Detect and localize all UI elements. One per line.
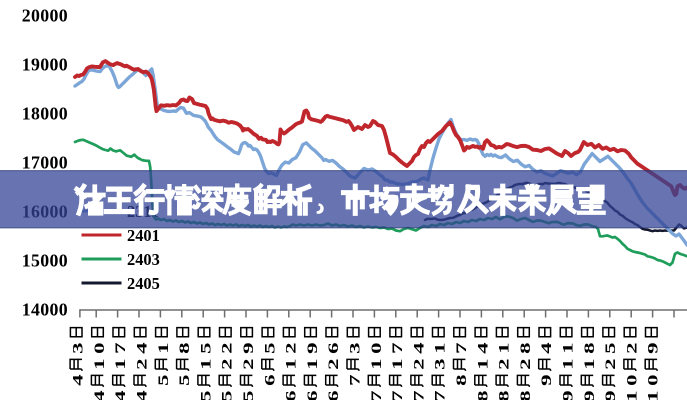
- svg-text:1: 1: [113, 359, 129, 370]
- svg-text:6: 6: [304, 390, 320, 400]
- svg-text:1: 1: [390, 359, 406, 370]
- svg-text:5: 5: [198, 343, 214, 354]
- svg-text:7: 7: [368, 390, 384, 400]
- svg-text:8: 8: [581, 342, 597, 354]
- svg-text:5: 5: [177, 375, 193, 386]
- svg-text:1: 1: [560, 359, 576, 370]
- svg-text:4: 4: [134, 390, 150, 400]
- svg-text:4: 4: [411, 342, 427, 354]
- svg-text:2: 2: [134, 359, 150, 370]
- svg-text:1: 1: [496, 343, 512, 354]
- svg-text:1: 1: [91, 359, 107, 370]
- svg-text:1: 1: [645, 391, 661, 400]
- svg-text:4: 4: [91, 390, 107, 400]
- svg-text:5: 5: [240, 391, 256, 400]
- svg-text:14000: 14000: [22, 299, 68, 319]
- svg-text:3: 3: [432, 358, 448, 370]
- svg-text:5: 5: [262, 343, 278, 354]
- svg-text:1: 1: [304, 359, 320, 370]
- svg-text:20000: 20000: [22, 5, 68, 25]
- svg-text:7: 7: [411, 390, 427, 400]
- svg-text:7: 7: [390, 342, 406, 354]
- svg-text:5: 5: [219, 391, 235, 400]
- svg-text:8: 8: [177, 342, 193, 354]
- svg-text:9: 9: [581, 391, 597, 400]
- svg-text:7: 7: [113, 342, 129, 354]
- svg-text:7: 7: [347, 374, 363, 386]
- svg-text:2403: 2403: [127, 250, 160, 269]
- svg-text:2: 2: [240, 359, 256, 370]
- svg-text:2: 2: [517, 359, 533, 370]
- svg-text:4: 4: [475, 342, 491, 354]
- svg-text:5: 5: [155, 375, 171, 386]
- svg-text:8: 8: [517, 390, 533, 400]
- svg-text:1: 1: [155, 343, 171, 354]
- svg-text:1: 1: [581, 359, 597, 370]
- svg-text:1: 1: [560, 343, 576, 354]
- svg-text:9: 9: [539, 375, 555, 386]
- svg-text:2: 2: [411, 359, 427, 370]
- svg-text:6: 6: [262, 374, 278, 386]
- svg-text:19000: 19000: [22, 54, 68, 74]
- svg-text:9: 9: [304, 343, 320, 354]
- svg-text:4: 4: [539, 342, 555, 354]
- svg-text:2405: 2405: [127, 274, 160, 293]
- svg-text:5: 5: [198, 391, 214, 400]
- svg-text:0: 0: [368, 343, 384, 354]
- svg-text:7: 7: [390, 390, 406, 400]
- svg-text:4: 4: [134, 342, 150, 354]
- svg-text:1: 1: [432, 343, 448, 354]
- svg-text:8: 8: [496, 390, 512, 400]
- svg-text:2: 2: [219, 359, 235, 370]
- svg-text:2: 2: [283, 343, 299, 354]
- svg-text:8: 8: [475, 390, 491, 400]
- svg-text:9: 9: [645, 343, 661, 354]
- svg-text:0: 0: [91, 343, 107, 354]
- svg-text:1: 1: [475, 359, 491, 370]
- svg-text:17000: 17000: [22, 152, 68, 172]
- svg-text:2: 2: [496, 359, 512, 370]
- svg-text:1: 1: [283, 359, 299, 370]
- svg-text:2401: 2401: [127, 226, 160, 245]
- svg-text:9: 9: [240, 343, 256, 354]
- svg-text:2: 2: [326, 359, 342, 370]
- svg-text:2: 2: [219, 343, 235, 354]
- svg-text:0: 0: [624, 375, 640, 386]
- svg-text:6: 6: [283, 390, 299, 400]
- svg-text:6: 6: [326, 390, 342, 400]
- svg-text:6: 6: [326, 342, 342, 354]
- svg-text:4: 4: [113, 390, 129, 400]
- svg-text:1: 1: [198, 359, 214, 370]
- svg-text:8: 8: [453, 374, 469, 386]
- svg-text:2: 2: [603, 359, 619, 370]
- svg-text:4: 4: [70, 374, 86, 386]
- svg-text:7: 7: [453, 342, 469, 354]
- svg-text:1: 1: [368, 359, 384, 370]
- svg-text:18000: 18000: [22, 103, 68, 123]
- svg-text:1: 1: [624, 391, 640, 400]
- svg-text:3: 3: [70, 342, 86, 354]
- svg-text:3: 3: [347, 342, 363, 354]
- svg-text:9: 9: [560, 391, 576, 400]
- svg-text:8: 8: [517, 342, 533, 354]
- svg-text:2: 2: [624, 343, 640, 354]
- svg-text:9: 9: [603, 391, 619, 400]
- svg-text:15000: 15000: [22, 250, 68, 270]
- svg-text:5: 5: [603, 343, 619, 354]
- svg-text:7: 7: [432, 390, 448, 400]
- svg-text:0: 0: [645, 375, 661, 386]
